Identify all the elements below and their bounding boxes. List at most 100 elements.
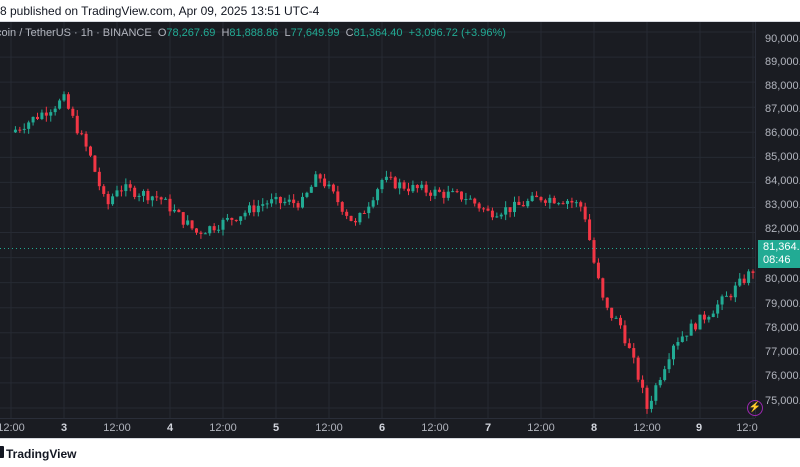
price-tick: 88,000.00 — [765, 80, 800, 92]
candle-body — [552, 197, 556, 204]
candle-body — [71, 108, 75, 116]
time-tick: 12:0 — [736, 422, 758, 434]
time-tick: 12:00 — [421, 422, 449, 434]
candle-body — [601, 278, 605, 298]
candle-body — [128, 184, 132, 188]
candle-body — [605, 297, 609, 308]
price-tick: 86,000.00 — [765, 127, 800, 139]
candle-body — [362, 212, 366, 214]
candle-body — [239, 216, 243, 221]
candle-body — [371, 200, 375, 207]
candle-body — [115, 190, 119, 197]
candle-body — [654, 385, 658, 401]
candle-body — [217, 229, 221, 231]
candle-body — [376, 189, 380, 201]
candle-body — [725, 295, 728, 297]
time-tick: 12:00 — [527, 422, 555, 434]
candle-body — [274, 196, 278, 200]
time-tick: 12:00 — [209, 422, 237, 434]
candle-body — [168, 198, 172, 212]
candle-body — [230, 217, 234, 220]
candle-body — [490, 210, 494, 218]
time-axis[interactable]: 12:00 3 12:00 4 12:00 5 12:00 6 12:00 7 … — [0, 418, 758, 438]
candle-body — [159, 197, 163, 200]
time-tick: 12:00 — [315, 422, 343, 434]
candle-body — [486, 208, 490, 211]
candle-body — [248, 205, 251, 213]
candle-body — [539, 197, 543, 201]
chart-pane[interactable]: coin / TetherUS · 1h · BINANCE O78,267.6… — [0, 22, 800, 438]
candle-body — [698, 314, 702, 330]
bolt-icon[interactable]: ⚡ — [747, 400, 763, 416]
candlestick-plot[interactable] — [0, 22, 755, 418]
candle-body — [75, 115, 79, 134]
candle-body — [84, 133, 88, 147]
candle-body — [424, 184, 428, 193]
candle-body — [58, 100, 62, 109]
candle-body — [181, 212, 185, 225]
candle-body — [676, 341, 680, 346]
candle-body — [102, 186, 106, 194]
price-tick: 87,000.00 — [765, 103, 800, 115]
candle-body — [614, 317, 618, 319]
candle-body — [548, 197, 552, 203]
candle-body — [641, 379, 645, 388]
candle-body — [265, 203, 269, 205]
open-value: 78,267.69 — [166, 27, 216, 39]
candle-body — [292, 199, 296, 204]
candle-body — [133, 187, 137, 197]
publish-header: 8 published on TradingView.com, Apr 09, … — [0, 0, 800, 22]
candle-body — [208, 226, 212, 234]
time-tick: 12:00 — [0, 422, 25, 434]
candle-body — [623, 325, 627, 344]
price-axis[interactable]: 90,000.00 89,000.00 88,000.00 87,000.00 … — [755, 22, 800, 418]
candle-body — [331, 184, 335, 192]
candle-body — [89, 146, 92, 156]
candle-body — [570, 200, 574, 203]
candle-body — [508, 207, 512, 213]
candle-body — [354, 220, 357, 223]
candle-body — [186, 220, 190, 225]
candle-body — [455, 191, 459, 193]
footer-bar: TradingView — [0, 438, 800, 467]
candle-body — [367, 206, 371, 214]
brand-name[interactable]: TradingView — [6, 447, 77, 461]
candle-body — [649, 400, 653, 409]
candle-body — [689, 323, 693, 336]
candle-body — [349, 215, 353, 221]
candle-body — [398, 182, 402, 189]
candle-body — [195, 228, 198, 233]
time-tick-day: 9 — [695, 422, 703, 434]
time-tick: 12:00 — [103, 422, 131, 434]
published-text: 8 published on TradingView.com, Apr 09, … — [0, 4, 320, 18]
candle-body — [172, 209, 176, 212]
candle-body — [592, 240, 596, 263]
candle-body — [446, 191, 450, 198]
candle-body — [336, 191, 340, 203]
price-tick: 75,000.00 — [765, 395, 800, 407]
candle-body — [137, 195, 141, 197]
candle-body — [402, 182, 406, 189]
candle-body — [278, 196, 282, 204]
candle-body — [433, 189, 437, 196]
symbol-name: coin / TetherUS · 1h · BINANCE — [0, 27, 152, 39]
candle-body — [190, 220, 194, 229]
candle-body — [66, 94, 70, 109]
bar-countdown: 08:46 — [763, 254, 791, 266]
candle-body — [287, 199, 291, 202]
candle-body — [62, 94, 66, 101]
candle-body — [155, 196, 159, 198]
candle-body — [305, 192, 309, 197]
candle-body — [124, 184, 128, 192]
candle-body — [252, 205, 256, 213]
candle-body — [261, 204, 265, 206]
candle-body — [150, 196, 154, 201]
candle-body — [464, 199, 468, 201]
candle-body — [415, 184, 419, 189]
low-value: 77,649.99 — [290, 27, 340, 39]
candle-body — [314, 174, 318, 187]
time-tick-day: 8 — [590, 422, 598, 434]
candle-body — [22, 128, 26, 130]
candle-body — [561, 203, 565, 205]
candle-body — [283, 201, 287, 204]
